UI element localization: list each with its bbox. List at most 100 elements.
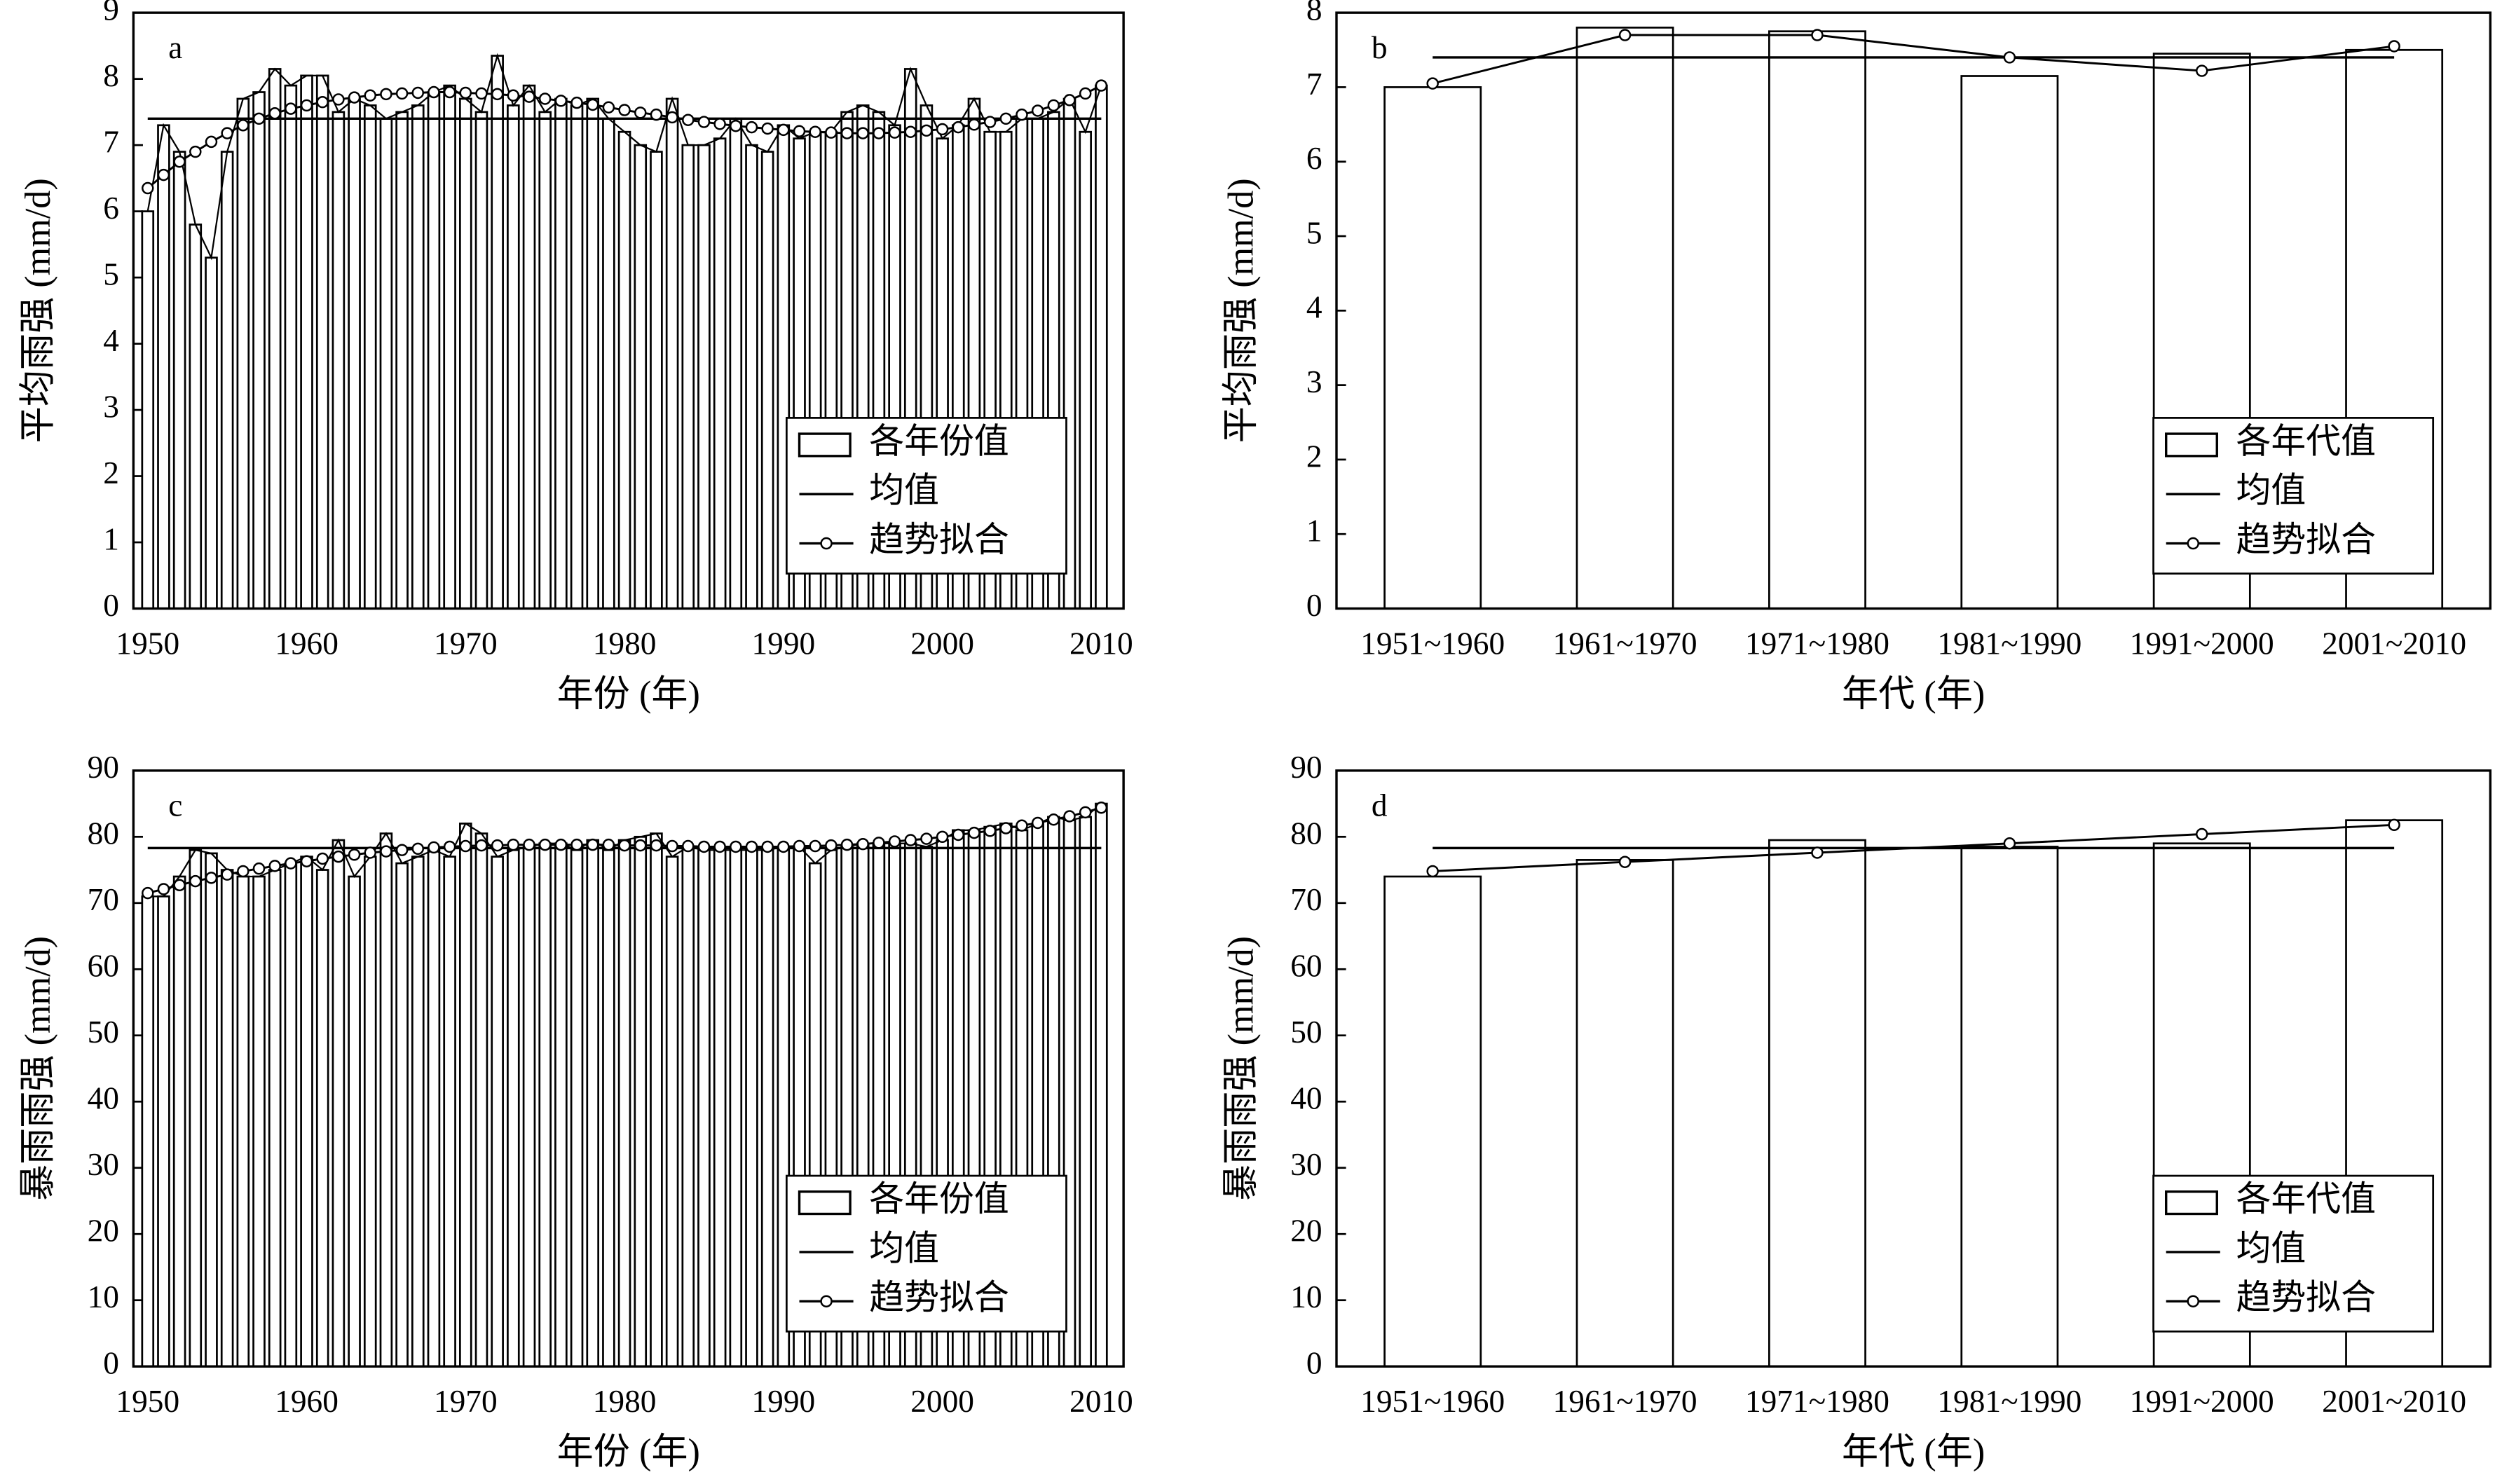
y-tick-label: 50 [1290, 1015, 1322, 1050]
trend-point [618, 839, 631, 852]
trend-point [1618, 29, 1632, 41]
trend-point [697, 840, 711, 853]
y-tick-label: 4 [1306, 290, 1322, 325]
legend-label: 均值 [869, 472, 939, 510]
trend-point [507, 89, 520, 102]
x-tick-label: 1950 [116, 1384, 179, 1419]
bar [172, 875, 186, 1368]
bar [331, 111, 346, 610]
bar [443, 856, 456, 1368]
bar [220, 151, 234, 610]
trend-point [142, 181, 154, 195]
y-tick-label: 4 [103, 323, 119, 358]
y-tick-label: 80 [1290, 816, 1322, 851]
y-axis-label: 平均雨强 (mm/d) [1221, 178, 1261, 443]
x-tick-label: 1980 [593, 626, 657, 661]
y-tick-label: 2 [103, 455, 119, 490]
trend-point [173, 156, 186, 168]
bar [570, 849, 584, 1368]
panel: 1950 1960 1970 1980 1990 2000 2010 0 1 2 3 4 5 6 7 8 9 a 年… [18, 0, 1133, 714]
x-tick-label: 2000 [910, 626, 974, 661]
trend-point [205, 872, 218, 884]
bar [507, 104, 520, 610]
trend-point [730, 119, 742, 132]
trend-point [348, 91, 361, 104]
bar [411, 104, 425, 610]
bar [474, 832, 488, 1368]
trend-point [920, 124, 933, 137]
trend-point [952, 121, 965, 134]
bar [1383, 875, 1482, 1368]
bar [236, 875, 250, 1368]
y-tick-label: 50 [88, 1015, 119, 1050]
trend-point [491, 839, 504, 852]
trend-point [1811, 29, 1824, 41]
legend-label: 各年份值 [869, 422, 1009, 460]
trend-point [395, 87, 409, 100]
y-tick-label: 60 [88, 949, 119, 984]
trend-point [793, 125, 806, 138]
bar [411, 856, 425, 1368]
trend-point [507, 838, 520, 851]
bar [681, 144, 695, 610]
y-tick-label: 10 [1290, 1279, 1322, 1314]
bar [602, 117, 615, 610]
trend-point [189, 874, 202, 888]
x-tick-label: 1990 [751, 1384, 815, 1419]
trend-point [1016, 108, 1028, 121]
bar [697, 144, 711, 610]
bar [284, 862, 298, 1368]
trend-point [1031, 104, 1044, 117]
trend-point [713, 118, 726, 130]
trend-point [189, 145, 202, 158]
bar [252, 91, 266, 610]
x-tick-label: 1991~2000 [2130, 1384, 2274, 1419]
trend-point [888, 835, 901, 848]
legend-label: 趋势拟合 [2236, 1279, 2376, 1317]
bar [554, 97, 568, 610]
trend-point [1031, 816, 1044, 830]
y-axis-label: 暴雨雨强 (mm/d) [1221, 936, 1261, 1201]
x-axis-label: 年份 (年) [557, 1432, 700, 1472]
bar [760, 849, 774, 1368]
panel-label: b [1372, 30, 1388, 65]
bar [157, 895, 170, 1368]
trend-point [268, 107, 281, 120]
legend-label: 各年份值 [869, 1180, 1009, 1218]
y-tick-label: 8 [1306, 0, 1322, 27]
trend-point [316, 95, 329, 109]
trend-point [538, 838, 552, 851]
plot-frame [132, 11, 1125, 610]
x-axis-label: 年份 (年) [557, 674, 700, 714]
trend-point [443, 840, 456, 853]
trend-point [1426, 77, 1439, 90]
panel-label: c [168, 788, 182, 823]
bar [634, 835, 648, 1368]
trend-point [2003, 51, 2016, 64]
trend-point [1095, 79, 1108, 92]
legend-marker [2187, 537, 2199, 550]
trend-point [157, 883, 170, 895]
trend-point [983, 116, 997, 128]
y-tick-label: 20 [1290, 1214, 1322, 1249]
bar [459, 823, 472, 1368]
bar [443, 84, 456, 610]
bar [1768, 839, 1866, 1368]
trend-point [348, 849, 361, 861]
y-tick-label: 6 [1306, 141, 1322, 176]
y-tick-label: 40 [1290, 1081, 1322, 1116]
bar [348, 875, 361, 1368]
bar [1768, 30, 1866, 610]
bar [1095, 802, 1108, 1368]
trend-point [411, 842, 425, 856]
plot-frame [1335, 11, 2492, 610]
bar [1575, 859, 1674, 1368]
trend-point [999, 112, 1013, 125]
bar [205, 256, 218, 610]
bar [491, 55, 504, 610]
trend-point [2003, 837, 2016, 850]
x-tick-label: 1961~1970 [1553, 626, 1697, 661]
x-tick-label: 1990 [751, 626, 815, 661]
bar [745, 849, 758, 1368]
bar [141, 895, 155, 1368]
